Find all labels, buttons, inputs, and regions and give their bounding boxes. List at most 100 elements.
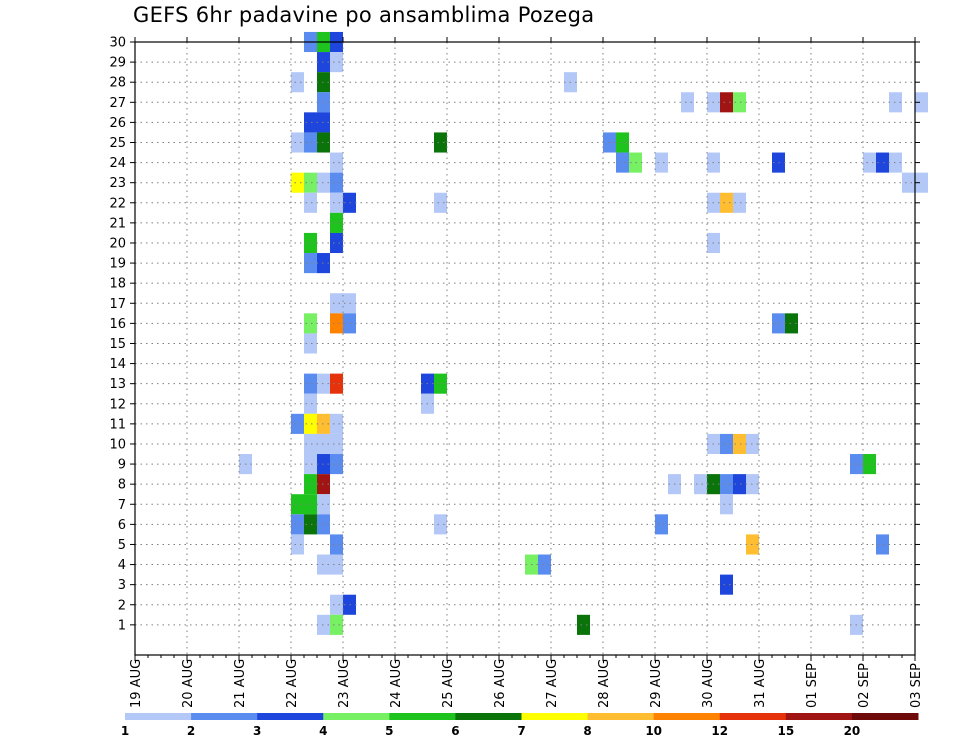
heatmap-cell <box>304 413 317 434</box>
y-tick-label: 11 <box>109 417 126 432</box>
heatmap-cell <box>616 152 629 173</box>
heatmap-cell <box>733 192 746 213</box>
heatmap-cell <box>434 192 447 213</box>
heatmap-cell <box>577 614 590 635</box>
heatmap-cell <box>720 494 733 515</box>
colorbar-swatch <box>257 713 324 720</box>
heatmap-cell <box>720 92 733 113</box>
colorbar-swatch <box>191 713 258 720</box>
heatmap-cell <box>330 313 343 334</box>
x-tick-label: 21 AUG <box>233 659 248 708</box>
colorbar-swatch <box>125 713 192 720</box>
x-tick-label: 27 AUG <box>545 659 560 708</box>
heatmap-cell <box>291 514 304 535</box>
heatmap-cell <box>304 172 317 193</box>
heatmap-cell <box>876 152 889 173</box>
heatmap-cell <box>291 494 304 515</box>
x-tick-label: 20 AUG <box>181 659 196 708</box>
heatmap-cell <box>330 212 343 233</box>
heatmap-cell <box>330 413 343 434</box>
x-tick-label: 26 AUG <box>493 659 508 708</box>
y-tick-label: 26 <box>109 116 126 131</box>
heatmap-cell <box>720 474 733 495</box>
heatmap-cell <box>863 454 876 475</box>
heatmap-cell <box>304 313 317 334</box>
y-tick-label: 16 <box>109 317 126 332</box>
y-tick-label: 17 <box>109 297 126 312</box>
x-tick-label: 03 SEP <box>909 663 924 708</box>
colorbar-label: 3 <box>253 724 261 738</box>
heatmap-cell <box>330 594 343 615</box>
colorbar-label: 6 <box>451 724 459 738</box>
x-tick-label: 30 AUG <box>701 659 716 708</box>
heatmap-cell <box>304 253 317 274</box>
grid-lines <box>135 41 915 655</box>
y-tick-label: 20 <box>109 236 126 251</box>
heatmap-cell <box>902 172 915 193</box>
heatmap-cell <box>538 554 551 575</box>
heatmap-cell <box>304 192 317 213</box>
y-tick-label: 1 <box>118 618 126 633</box>
heatmap-cell <box>655 152 668 173</box>
heatmap-cell <box>694 474 707 495</box>
heatmap-cell <box>434 132 447 153</box>
heatmap-cell <box>304 232 317 254</box>
y-tick-label: 8 <box>118 478 126 493</box>
x-tick-label: 31 AUG <box>753 659 768 708</box>
colorbar-swatch <box>389 713 456 720</box>
heatmap-cell <box>304 393 317 414</box>
heatmap-cell <box>304 433 317 455</box>
colorbar-label: 7 <box>517 724 525 738</box>
heatmap-cell <box>655 514 668 535</box>
colorbar: 1 2 3 4 5 6 7 8 10 12 15 20 <box>121 713 919 738</box>
heatmap-cell <box>720 574 733 595</box>
y-tick-label: 12 <box>109 397 126 412</box>
colorbar-label: 4 <box>319 724 327 738</box>
colorbar-label: 8 <box>583 724 591 738</box>
x-tick-label: 24 AUG <box>389 659 404 708</box>
y-tick-label: 13 <box>109 377 126 392</box>
y-tick-label: 4 <box>118 558 126 573</box>
x-tick-label: 25 AUG <box>441 659 456 708</box>
y-tick-label: 5 <box>118 538 126 553</box>
heatmap-cells <box>239 31 928 635</box>
heatmap-cell <box>304 474 317 495</box>
heatmap-cell <box>304 454 317 475</box>
colorbar-swatch <box>455 713 522 720</box>
colorbar-swatch <box>521 713 589 720</box>
heatmap-cell <box>330 454 343 475</box>
y-tick-label: 2 <box>118 598 126 613</box>
colorbar-swatch <box>719 713 787 720</box>
heatmap-cell <box>330 614 343 635</box>
heatmap-cell <box>915 92 928 113</box>
colorbar-label: 15 <box>777 724 794 738</box>
y-tick-label: 21 <box>109 216 126 231</box>
heatmap-cell <box>304 514 317 535</box>
y-tick-label: 23 <box>109 176 126 191</box>
heatmap-cell <box>291 172 304 193</box>
heatmap-cell <box>304 373 317 394</box>
heatmap-cell <box>616 132 629 153</box>
x-tick-label: 28 AUG <box>597 659 612 708</box>
axes: 1234567891011121314151617181920212223242… <box>109 36 924 709</box>
y-tick-label: 27 <box>109 96 126 111</box>
y-tick-label: 25 <box>109 136 126 151</box>
y-tick-label: 29 <box>109 56 126 71</box>
y-tick-label: 10 <box>109 437 126 452</box>
heatmap-cell <box>304 494 317 515</box>
x-tick-label: 01 SEP <box>805 663 820 708</box>
heatmap-cell <box>330 152 343 173</box>
y-tick-label: 22 <box>109 196 126 211</box>
heatmap-cell <box>330 192 343 213</box>
y-tick-label: 15 <box>109 337 126 352</box>
y-tick-label: 28 <box>109 76 126 91</box>
colorbar-label: 2 <box>187 724 195 738</box>
heatmap-cell <box>733 474 746 495</box>
heatmap-cell <box>330 52 343 73</box>
heatmap-cell <box>720 192 733 213</box>
heatmap-cell <box>304 112 317 133</box>
heatmap-cell <box>330 534 343 555</box>
y-tick-label: 3 <box>118 578 126 593</box>
colorbar-label: 5 <box>385 724 393 738</box>
